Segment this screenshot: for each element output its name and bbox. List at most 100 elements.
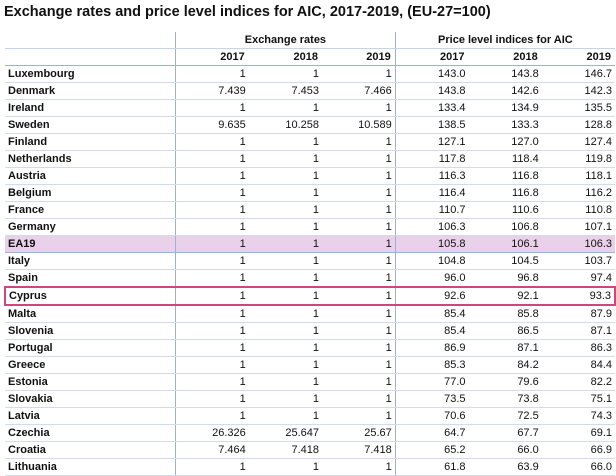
price-index-cell: 73.8: [468, 390, 542, 408]
price-index-cell: 96.0: [394, 269, 469, 288]
price-index-cell: 86.3: [541, 339, 615, 357]
exchange-rate-cell: 1: [248, 390, 323, 408]
price-index-cell: 134.9: [468, 99, 542, 117]
table-row: Slovenia 1 1 1 85.4 86.5 87.1: [5, 322, 615, 340]
price-index-cell: 127.1: [394, 133, 469, 151]
exchange-rate-cell: 1: [175, 373, 249, 391]
price-index-cell: 84.4: [541, 356, 615, 374]
price-index-cell: 116.4: [394, 184, 469, 202]
exchange-rate-cell: 1: [175, 322, 249, 340]
year-header: 2019: [322, 48, 396, 66]
country-cell: Netherlands: [5, 150, 176, 168]
table-row: Czechia 26.326 25.647 25.67 64.7 67.7 69.1: [5, 424, 615, 442]
price-index-cell: 67.7: [468, 424, 542, 442]
exchange-rate-cell: 1: [322, 235, 396, 253]
price-index-cell: 142.3: [541, 82, 615, 100]
price-index-cell: 75.1: [541, 390, 615, 408]
price-index-cell: 107.1: [541, 218, 615, 236]
price-index-cell: 117.8: [394, 150, 469, 168]
price-index-cell: 116.8: [468, 184, 542, 202]
table-row: Belgium 1 1 1 116.4 116.8 116.2: [5, 184, 615, 202]
price-index-cell: 93.3: [541, 286, 616, 306]
price-index-cell: 63.9: [468, 458, 542, 476]
price-index-cell: 73.5: [394, 390, 469, 408]
country-cell: Finland: [5, 133, 176, 151]
price-index-cell: 92.1: [468, 286, 542, 306]
price-index-cell: 110.6: [468, 201, 542, 219]
table-row: Cyprus 1 1 1 92.6 92.1 93.3: [4, 286, 616, 306]
price-index-cell: 66.0: [468, 441, 542, 459]
exchange-rate-cell: 7.453: [248, 82, 323, 100]
exchange-rate-cell: 1: [322, 184, 396, 202]
price-index-cell: 85.4: [394, 322, 469, 340]
corner-cell: [5, 32, 176, 49]
exchange-rate-cell: 1: [248, 458, 323, 476]
table-row: Luxembourg 1 1 1 143.0 143.8 146.7: [5, 65, 615, 83]
price-index-cell: 69.1: [541, 424, 615, 442]
country-cell: Luxembourg: [5, 65, 176, 83]
exchange-rate-cell: 1: [248, 150, 323, 168]
exchange-rate-cell: 1: [322, 167, 396, 185]
exchange-rate-cell: 9.635: [175, 116, 249, 134]
exchange-rate-cell: 1: [175, 201, 249, 219]
exchange-rate-cell: 1: [322, 133, 396, 151]
exchange-rate-cell: 1: [322, 407, 396, 425]
price-index-cell: 86.5: [468, 322, 542, 340]
price-index-cell: 116.8: [468, 167, 542, 185]
exchange-rate-cell: 7.418: [248, 441, 323, 459]
country-cell: Cyprus: [4, 286, 176, 306]
exchange-rate-cell: 1: [248, 286, 323, 306]
exchange-rate-cell: 7.466: [322, 82, 396, 100]
price-index-cell: 92.6: [394, 286, 469, 306]
table-row: Germany 1 1 1 106.3 106.8 107.1: [5, 218, 615, 236]
year-header-row: 2017 2018 2019 2017 2018 2019: [5, 48, 615, 66]
exchange-rate-cell: 1: [175, 458, 249, 476]
table-row: Portugal 1 1 1 86.9 87.1 86.3: [5, 339, 615, 357]
price-index-cell: 82.2: [541, 373, 615, 391]
exchange-rate-cell: 10.258: [248, 116, 323, 134]
price-index-cell: 143.8: [468, 65, 542, 83]
price-index-cell: 61.8: [394, 458, 469, 476]
exchange-rate-cell: 1: [322, 269, 396, 288]
country-cell: Germany: [5, 218, 176, 236]
table-row: Estonia 1 1 1 77.0 79.6 82.2: [5, 373, 615, 391]
table-row: Croatia 7.464 7.418 7.418 65.2 66.0 66.9: [5, 441, 615, 459]
price-index-cell: 106.8: [468, 218, 542, 236]
price-index-cell: 104.8: [394, 252, 469, 270]
exchange-rate-cell: 1: [248, 407, 323, 425]
exchange-rate-cell: 1: [248, 322, 323, 340]
price-index-cell: 119.8: [541, 150, 615, 168]
price-index-cell: 116.2: [541, 184, 615, 202]
exchange-rate-cell: 1: [175, 218, 249, 236]
year-header: 2017: [175, 48, 249, 66]
country-cell: Denmark: [5, 82, 176, 100]
price-index-cell: 128.8: [541, 116, 615, 134]
exchange-rate-cell: 1: [175, 305, 249, 323]
exchange-rate-cell: 1: [248, 184, 323, 202]
price-index-cell: 106.1: [468, 235, 542, 253]
price-index-cell: 118.1: [541, 167, 615, 185]
exchange-rate-cell: 1: [248, 133, 323, 151]
table-row: Malta 1 1 1 85.4 85.8 87.9: [5, 305, 615, 323]
exchange-rate-cell: 1: [175, 99, 249, 117]
exchange-rate-cell: 10.589: [322, 116, 396, 134]
table-row: Slovakia 1 1 1 73.5 73.8 75.1: [5, 390, 615, 408]
country-cell: Estonia: [5, 373, 176, 391]
price-index-cell: 87.9: [541, 305, 615, 323]
country-cell: Slovenia: [5, 322, 176, 340]
table-row: Latvia 1 1 1 70.6 72.5 74.3: [5, 407, 615, 425]
exchange-rate-cell: 1: [175, 252, 249, 270]
exchange-rate-cell: 1: [322, 150, 396, 168]
table-row: Austria 1 1 1 116.3 116.8 118.1: [5, 167, 615, 185]
price-index-cell: 85.3: [394, 356, 469, 374]
exchange-rate-cell: 1: [175, 356, 249, 374]
country-cell: Malta: [5, 305, 176, 323]
exchange-rate-cell: 1: [248, 373, 323, 391]
country-cell: Slovakia: [5, 390, 176, 408]
price-index-cell: 64.7: [394, 424, 469, 442]
country-cell: Belgium: [5, 184, 176, 202]
price-index-cell: 66.9: [541, 441, 615, 459]
exchange-rate-cell: 1: [175, 407, 249, 425]
price-index-cell: 87.1: [541, 322, 615, 340]
price-index-cell: 70.6: [394, 407, 469, 425]
